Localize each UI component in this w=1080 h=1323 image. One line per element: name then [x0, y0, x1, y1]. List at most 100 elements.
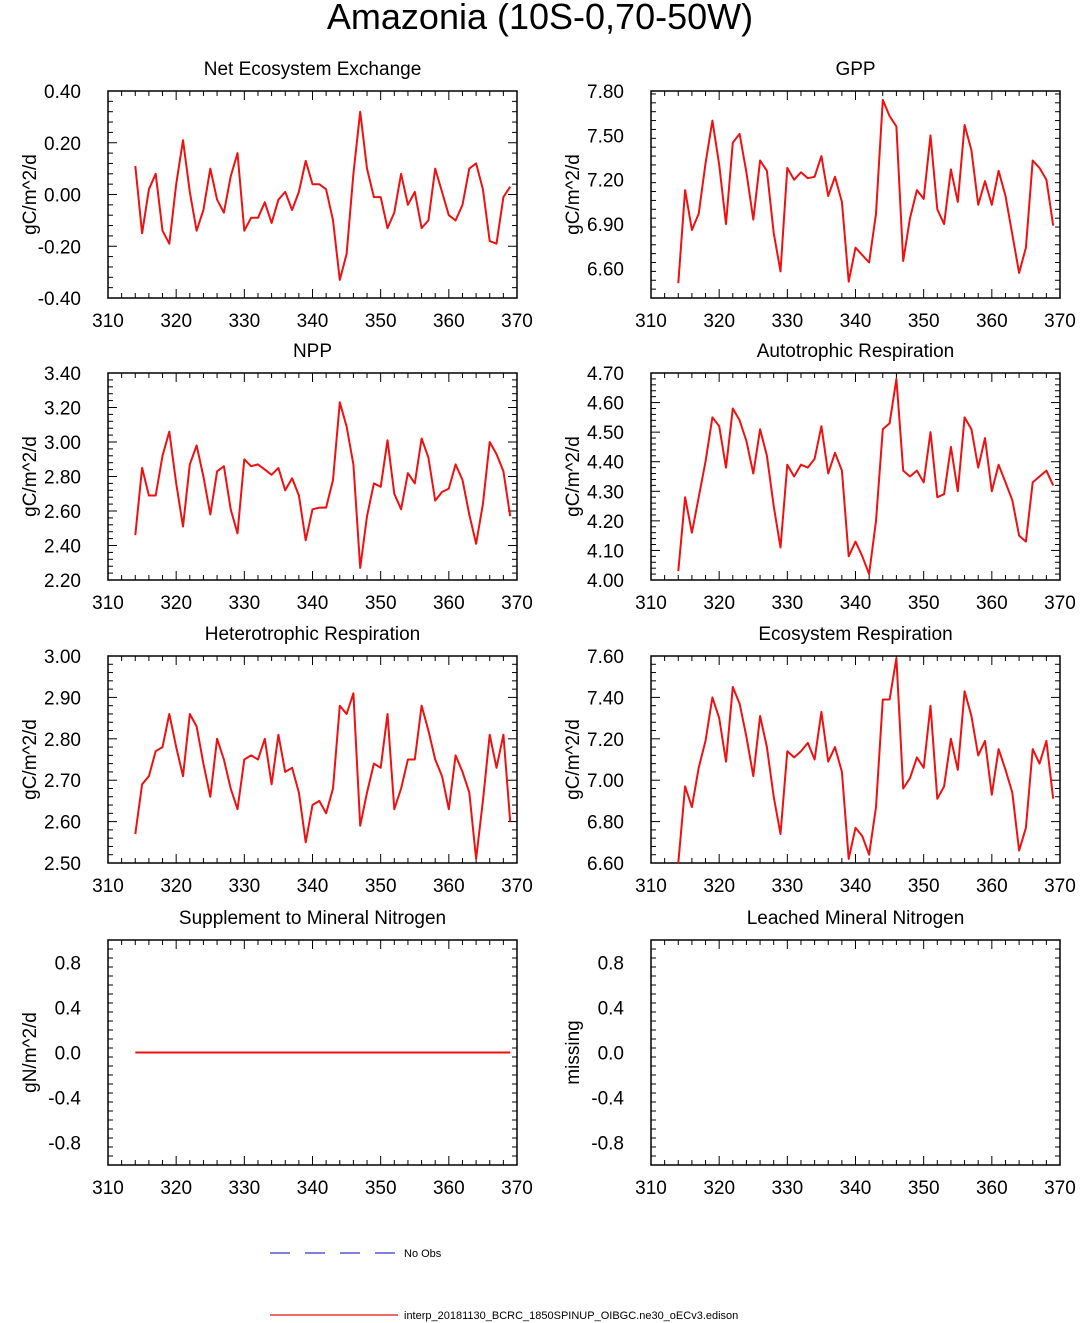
- x-tick-label: 350: [908, 876, 940, 897]
- series-line: [677, 98, 1055, 284]
- x-tick-label: 350: [365, 593, 397, 614]
- x-tick-label: 310: [635, 876, 667, 897]
- y-tick-label: 6.60: [587, 259, 624, 280]
- y-tick-label: -0.8: [48, 1134, 81, 1155]
- panel-title: Ecosystem Respiration: [758, 624, 952, 645]
- y-tick-label: 0.8: [598, 954, 624, 975]
- y-tick-label: 4.70: [587, 364, 624, 385]
- panel-6: Ecosystem Respiration gC/m^2/d 310 320 330 34…: [563, 624, 1076, 897]
- x-tick-label: 340: [840, 593, 872, 614]
- x-tick-label: 330: [228, 593, 260, 614]
- y-tick-label: 2.80: [44, 730, 81, 751]
- panel-5: Heterotrophic Respiration gC/m^2/d 310 320 3…: [20, 624, 533, 897]
- x-tick-label: 320: [160, 1178, 192, 1199]
- x-tick-label: 360: [976, 311, 1008, 332]
- x-tick-label: 360: [433, 311, 465, 332]
- x-tick-label: 340: [297, 311, 329, 332]
- x-tick-label: 350: [908, 311, 940, 332]
- y-axis-label: gC/m^2/d: [563, 436, 584, 517]
- y-tick-label: 2.60: [44, 502, 81, 523]
- y-tick-label: 7.60: [587, 647, 624, 668]
- panel-7: Supplement to Mineral Nitrogen gN/m^2/d 31…: [20, 908, 533, 1199]
- x-tick-label: 320: [703, 1178, 735, 1199]
- series-line: [134, 401, 512, 569]
- x-tick-label: 360: [433, 876, 465, 897]
- x-tick-label: 310: [635, 1178, 667, 1199]
- y-tick-label: 4.10: [587, 541, 624, 562]
- y-tick-label: -0.20: [38, 237, 81, 258]
- x-tick-label: 340: [840, 876, 872, 897]
- y-tick-label: 0.4: [598, 999, 625, 1020]
- y-tick-label: -0.4: [591, 1089, 624, 1110]
- y-tick-label: 4.00: [587, 571, 624, 592]
- y-tick-label: 6.80: [587, 813, 624, 834]
- x-tick-label: 370: [501, 311, 533, 332]
- y-tick-label: 0.00: [44, 186, 81, 207]
- y-tick-label: -0.40: [38, 289, 81, 310]
- x-tick-label: 310: [92, 1178, 124, 1199]
- x-tick-label: 350: [908, 593, 940, 614]
- panel-8: Leached Mineral Nitrogen missing 310 320 330…: [563, 908, 1076, 1199]
- y-axis-label: gC/m^2/d: [563, 154, 584, 235]
- x-tick-label: 310: [635, 311, 667, 332]
- y-tick-label: 2.90: [44, 688, 81, 709]
- series-line: [677, 377, 1055, 576]
- plot-frame: [107, 90, 518, 299]
- plot-frame: [650, 939, 1061, 1166]
- x-tick-label: 370: [1044, 1178, 1076, 1199]
- x-tick-label: 360: [433, 1178, 465, 1199]
- y-tick-label: 6.90: [587, 215, 624, 236]
- y-tick-label: 0.0: [598, 1044, 624, 1065]
- panel-1: Net Ecosystem Exchange gC/m^2/d 310 320 330 3…: [20, 59, 533, 332]
- x-tick-label: 360: [976, 876, 1008, 897]
- panel-title: Supplement to Mineral Nitrogen: [179, 908, 446, 929]
- x-tick-label: 350: [365, 1178, 397, 1199]
- legend-label-no-obs: No Obs: [404, 1248, 442, 1260]
- y-tick-label: 2.50: [44, 854, 81, 875]
- x-tick-label: 370: [1044, 876, 1076, 897]
- y-axis-label: gC/m^2/d: [20, 719, 41, 800]
- x-tick-label: 340: [297, 876, 329, 897]
- y-tick-label: 3.20: [44, 399, 81, 420]
- y-tick-label: 0.0: [55, 1044, 81, 1065]
- y-tick-label: 7.20: [587, 171, 624, 192]
- legend-label-model: interp_20181130_BCRC_1850SPINUP_OIBGC.ne…: [404, 1310, 738, 1322]
- y-axis-label: missing: [563, 1020, 584, 1084]
- legend-item-model: interp_20181130_BCRC_1850SPINUP_OIBGC.ne…: [270, 1310, 738, 1322]
- series-line: [677, 657, 1055, 864]
- y-tick-label: 3.00: [44, 433, 81, 454]
- x-tick-label: 370: [501, 1178, 533, 1199]
- x-tick-label: 350: [365, 876, 397, 897]
- y-tick-label: 2.80: [44, 468, 81, 489]
- plot-frame: [107, 372, 518, 581]
- y-tick-label: 2.60: [44, 813, 81, 834]
- x-tick-label: 330: [228, 876, 260, 897]
- x-tick-label: 310: [92, 876, 124, 897]
- x-tick-label: 330: [771, 1178, 803, 1199]
- x-tick-label: 320: [703, 876, 735, 897]
- x-tick-label: 330: [771, 876, 803, 897]
- panel-4: Autotrophic Respiration gC/m^2/d 310 320 330…: [563, 341, 1076, 614]
- y-tick-label: -0.8: [591, 1134, 624, 1155]
- x-tick-label: 360: [433, 593, 465, 614]
- y-tick-label: 2.20: [44, 571, 81, 592]
- x-tick-label: 370: [1044, 593, 1076, 614]
- x-tick-label: 360: [976, 593, 1008, 614]
- figure-title: Amazonia (10S-0,70-50W): [327, 0, 753, 37]
- x-tick-label: 330: [228, 311, 260, 332]
- y-axis-label: gC/m^2/d: [20, 154, 41, 235]
- x-tick-label: 320: [160, 876, 192, 897]
- series-line: [134, 692, 512, 860]
- panel-3: NPP gC/m^2/d 310 320 330 340 350 360 370 2.20 2.40…: [20, 341, 533, 614]
- y-tick-label: -0.4: [48, 1089, 81, 1110]
- x-tick-label: 370: [1044, 311, 1076, 332]
- y-axis-label: gN/m^2/d: [20, 1012, 41, 1093]
- y-tick-label: 7.40: [587, 688, 624, 709]
- x-tick-label: 340: [297, 593, 329, 614]
- x-tick-label: 330: [771, 593, 803, 614]
- x-tick-label: 320: [160, 311, 192, 332]
- x-tick-label: 320: [703, 311, 735, 332]
- x-tick-label: 370: [501, 593, 533, 614]
- legend-item-no-obs: No Obs: [270, 1248, 442, 1260]
